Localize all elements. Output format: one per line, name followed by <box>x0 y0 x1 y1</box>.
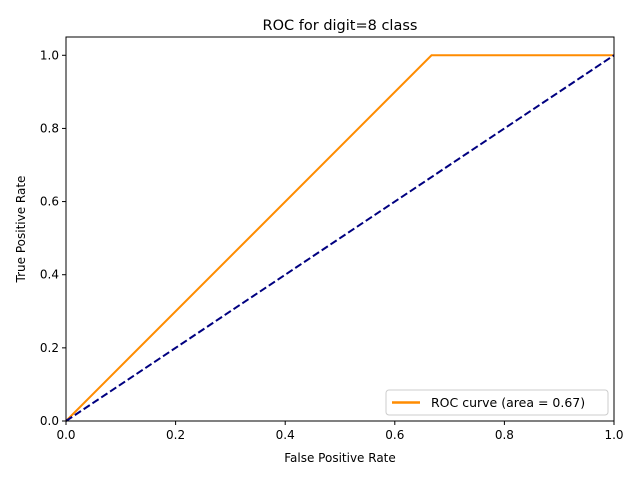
y-tick-label: 0.2 <box>40 341 59 355</box>
legend-box <box>385 389 609 416</box>
plot-frame <box>65 36 615 422</box>
y-axis-ticks: 0.0 0.2 0.4 0.6 0.8 1.0 <box>40 48 66 428</box>
chance-diagonal-line <box>65 54 615 422</box>
x-tick-label: 1.0 <box>604 428 623 442</box>
y-axis-label: True Positive Rate <box>14 176 28 284</box>
x-tick-label: 0.4 <box>276 428 295 442</box>
x-tick-label: 0.2 <box>166 428 185 442</box>
y-tick-label: 0.4 <box>40 268 59 282</box>
x-tick-label: 0.6 <box>385 428 404 442</box>
y-tick-label: 0.6 <box>40 195 59 209</box>
plot-lines <box>65 54 615 422</box>
x-axis-label: False Positive Rate <box>284 451 396 465</box>
x-tick-label: 0.8 <box>495 428 514 442</box>
y-tick-label: 1.0 <box>40 48 59 62</box>
legend-label-roc-curve: ROC curve (area = 0.67) <box>431 395 585 410</box>
x-tick-label: 0.0 <box>56 428 75 442</box>
chart-title: ROC for digit=8 class <box>263 18 418 34</box>
x-axis-ticks: 0.0 0.2 0.4 0.6 0.8 1.0 <box>56 421 624 442</box>
y-tick-label: 0.8 <box>40 121 59 135</box>
legend: ROC curve (area = 0.67) <box>385 389 609 416</box>
roc-curve-line <box>65 54 614 422</box>
y-tick-label: 0.0 <box>40 414 59 428</box>
